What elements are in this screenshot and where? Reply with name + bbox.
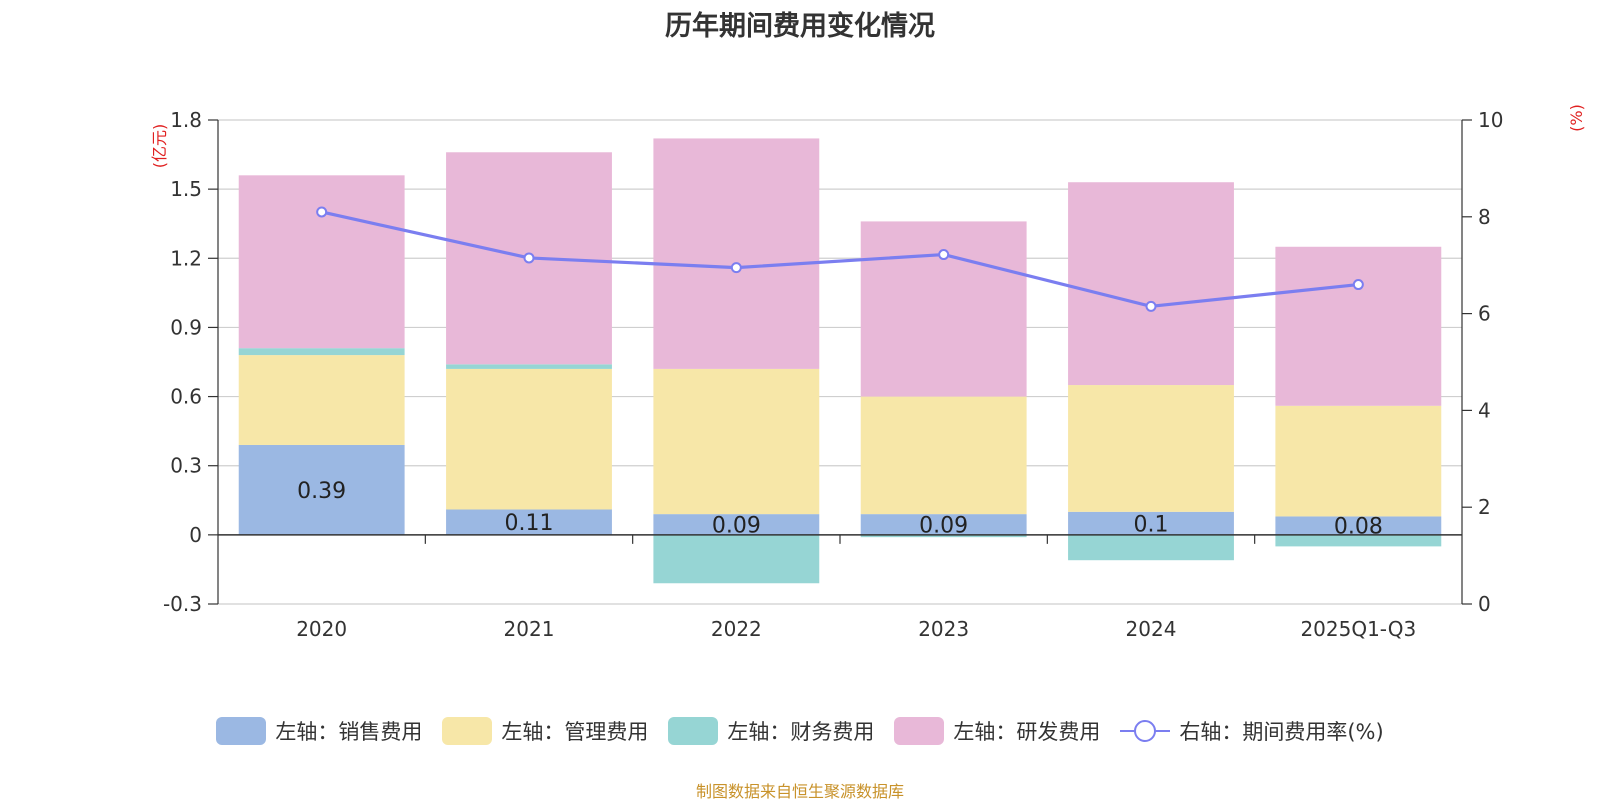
rate-point bbox=[523, 252, 535, 264]
right-tick-label: 0 bbox=[1478, 592, 1491, 616]
legend-label: 左轴：销售费用 bbox=[275, 720, 423, 744]
data-label: 0.09 bbox=[919, 513, 968, 538]
source-note: 制图数据来自恒生聚源数据库 bbox=[695, 782, 904, 801]
bar-segment bbox=[1275, 534, 1442, 547]
axes: -0.3 0 0.3 0.6 0.9 1.2 1.5 1.8 0 2 4 6 8 10 2020 2021 20… bbox=[150, 104, 1586, 641]
bar-segment bbox=[1275, 516, 1442, 535]
bar-segment bbox=[1275, 246, 1442, 406]
bar-segment bbox=[1068, 182, 1234, 386]
bar-segment bbox=[653, 514, 820, 535]
left-tick-label: 1.8 bbox=[170, 108, 202, 132]
rate-point bbox=[730, 262, 742, 274]
right-tick-label: 2 bbox=[1478, 495, 1491, 519]
left-tick-label: 0.6 bbox=[170, 385, 202, 409]
bar-segment bbox=[238, 175, 405, 349]
legend-item[interactable]: 左轴：销售费用 bbox=[216, 716, 422, 746]
bar-segment bbox=[860, 514, 1027, 535]
data-label: 0.11 bbox=[505, 511, 554, 536]
bar-segment bbox=[1275, 405, 1442, 517]
data-label: 0.39 bbox=[297, 479, 346, 504]
legend-label: 左轴：财务费用 bbox=[727, 720, 875, 744]
legend-swatch bbox=[668, 717, 719, 745]
data-label: 0.08 bbox=[1334, 515, 1383, 540]
left-unit-label: (亿元) bbox=[150, 124, 169, 169]
legend-item[interactable]: 右轴：期间费用率(%) bbox=[1120, 716, 1384, 746]
legend-label: 左轴：研发费用 bbox=[953, 720, 1101, 744]
right-tick-label: 8 bbox=[1478, 205, 1491, 229]
bar-segment bbox=[653, 138, 820, 369]
legend-item[interactable]: 左轴：管理费用 bbox=[442, 716, 648, 746]
bar-segment bbox=[446, 368, 612, 510]
bar-segment bbox=[860, 396, 1027, 515]
legend-item[interactable]: 左轴：研发费用 bbox=[894, 716, 1100, 746]
category-label: 2021 bbox=[504, 617, 555, 641]
category-label: 2025Q1-Q3 bbox=[1300, 617, 1416, 641]
data-label: 0.09 bbox=[712, 513, 761, 538]
legend-swatch bbox=[442, 717, 493, 745]
bar-segment bbox=[446, 509, 612, 535]
legend-swatch bbox=[894, 717, 945, 745]
bar-segment bbox=[238, 444, 405, 535]
bar-segment bbox=[446, 364, 612, 369]
legend-item[interactable]: 左轴：财务费用 bbox=[668, 716, 874, 746]
bars bbox=[238, 138, 1442, 584]
legend-line-marker-icon bbox=[1120, 720, 1171, 742]
category-label: 2024 bbox=[1126, 617, 1177, 641]
legend-label: 右轴：期间费用率(%) bbox=[1179, 720, 1384, 744]
left-tick-label: -0.3 bbox=[163, 592, 202, 616]
right-unit-label: (%) bbox=[1567, 104, 1586, 132]
chart-title: 历年期间费用变化情况 bbox=[665, 11, 935, 42]
rate-point bbox=[1145, 300, 1157, 312]
bar-segment bbox=[653, 368, 820, 515]
left-tick-label: 1.2 bbox=[170, 246, 202, 270]
rate-line-path bbox=[321, 210, 1359, 308]
data-label: 0.1 bbox=[1134, 512, 1169, 537]
left-tick-label: 1.5 bbox=[170, 177, 202, 201]
category-label: 2022 bbox=[711, 617, 762, 641]
legend-swatch bbox=[216, 717, 267, 745]
legend: 左轴：销售费用 左轴：管理费用 左轴：财务费用 左轴：研发费用 右轴：期间费用率(%) bbox=[0, 716, 1600, 746]
bar-segment bbox=[1068, 385, 1234, 512]
rate-line bbox=[316, 206, 1364, 312]
category-label: 2020 bbox=[296, 617, 347, 641]
left-tick-label: 0.9 bbox=[170, 315, 202, 339]
bar-segment bbox=[860, 534, 1027, 538]
bar-segment bbox=[1068, 534, 1234, 561]
right-tick-label: 6 bbox=[1478, 302, 1491, 326]
right-tick-label: 10 bbox=[1478, 108, 1503, 132]
bar-segment bbox=[238, 355, 405, 445]
bar-segment bbox=[1068, 511, 1234, 535]
rate-point bbox=[316, 206, 328, 218]
bar-segment bbox=[238, 348, 405, 356]
rate-point bbox=[938, 249, 950, 261]
left-tick-label: 0.3 bbox=[170, 454, 202, 478]
legend-label: 左轴：管理费用 bbox=[501, 720, 649, 744]
bar-segment bbox=[860, 221, 1027, 397]
left-tick-label: 0 bbox=[189, 523, 202, 547]
right-tick-label: 4 bbox=[1478, 398, 1491, 422]
category-label: 2023 bbox=[918, 617, 969, 641]
data-labels: 0.39 0.11 0.09 0.09 0.1 0.08 bbox=[297, 479, 1383, 540]
bar-segment bbox=[653, 534, 820, 584]
rate-point bbox=[1352, 279, 1364, 291]
